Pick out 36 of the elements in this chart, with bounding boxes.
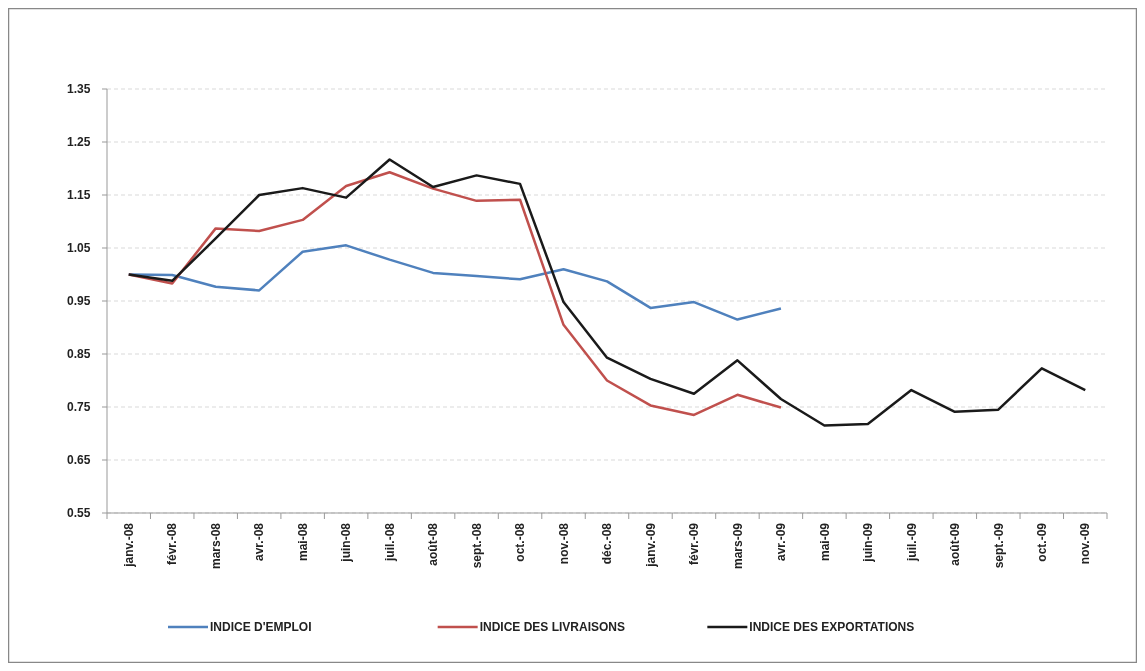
line-series: [127, 158, 1087, 427]
x-tick-label: août-08: [426, 522, 441, 566]
x-tick-label: août-09: [948, 522, 963, 566]
x-tick-label: janv.-08: [121, 522, 136, 568]
x-tick-label: oct.-09: [1034, 522, 1049, 562]
x-tick-label: sept.-09: [991, 522, 1006, 569]
x-tick-label: mars-08: [208, 522, 223, 570]
x-tick-label: juin-09: [861, 522, 876, 563]
x-tick-label: mai-09: [817, 522, 832, 562]
y-tick-label: 1.05: [67, 241, 91, 256]
y-tick-label: 1.15: [67, 188, 91, 203]
y-tick-label: 0.65: [67, 453, 91, 468]
y-tick-label: 0.95: [67, 294, 91, 309]
x-tick-label: févr.-09: [687, 522, 702, 566]
x-tick-label: mai-08: [295, 522, 310, 562]
legend-label: INDICE D'EMPLOI: [210, 620, 312, 635]
x-tick-label: sept.-08: [469, 522, 484, 569]
y-tick-label: 0.85: [67, 347, 91, 362]
x-tick-label: juil.-08: [382, 522, 397, 563]
legend-label: INDICE DES LIVRAISONS: [479, 620, 626, 635]
legend-label: INDICE DES EXPORTATIONS: [749, 620, 915, 635]
x-tick-label: oct.-08: [513, 522, 528, 562]
x-tick-label: nov.-09: [1078, 522, 1093, 565]
x-tick-label: déc.-08: [600, 522, 615, 565]
y-tick-label: 1.35: [67, 82, 91, 97]
x-tick-label: févr.-08: [165, 522, 180, 566]
x-tick-label: juin-08: [339, 522, 354, 563]
x-tick-label: avr.-08: [252, 522, 267, 562]
x-tick-label: nov.-08: [556, 522, 571, 565]
x-tick-label: juil.-09: [904, 522, 919, 563]
x-tick-label: mars-09: [730, 522, 745, 570]
y-tick-label: 0.55: [67, 506, 91, 521]
x-tick-label: janv.-09: [643, 522, 658, 568]
x-tick-label: avr.-09: [774, 522, 789, 562]
y-tick-label: 0.75: [67, 400, 91, 415]
y-tick-label: 1.25: [67, 135, 91, 150]
